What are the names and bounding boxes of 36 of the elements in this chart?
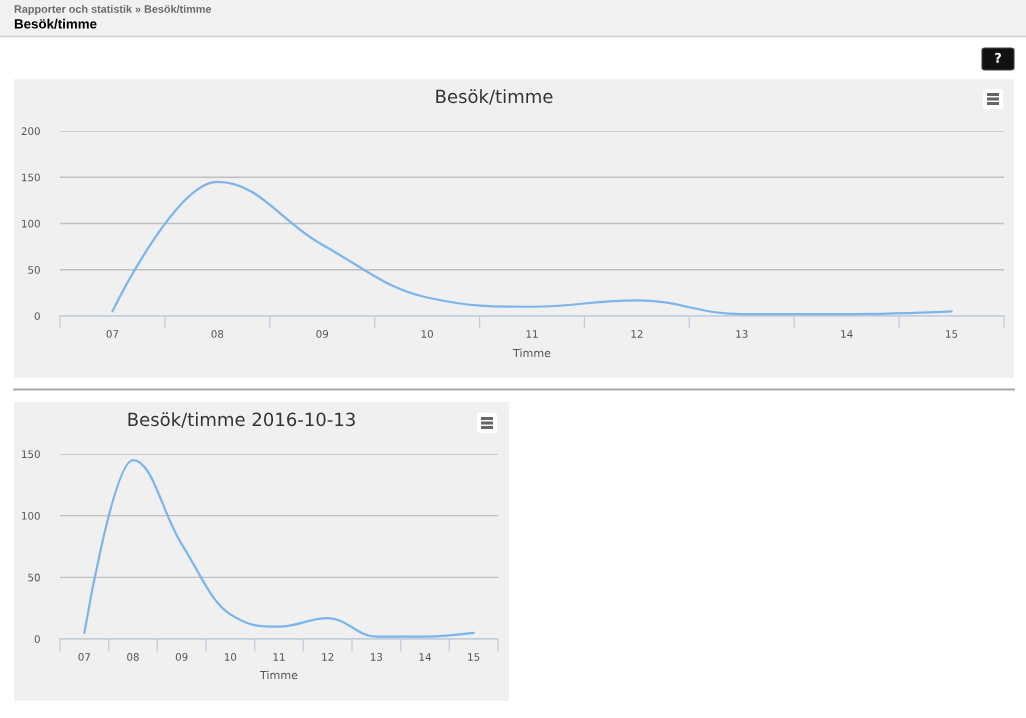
x-tick-label: 15 bbox=[468, 653, 480, 661]
x-tick-label: 14 bbox=[419, 653, 431, 661]
y-tick-label: 150 bbox=[22, 450, 40, 459]
y-tick-label: 100 bbox=[22, 219, 40, 228]
y-tick-label: 150 bbox=[22, 173, 40, 182]
x-tick-label: 09 bbox=[175, 653, 188, 661]
y-tick-label: 200 bbox=[21, 127, 40, 136]
x-tick-label: 08 bbox=[211, 330, 224, 338]
y-tick-label: 100 bbox=[22, 511, 40, 520]
x-tick-label: 13 bbox=[370, 653, 383, 661]
text: Besök/timme bbox=[14, 18, 97, 29]
y-tick-label: 50 bbox=[28, 573, 40, 582]
text: Rapporter och statistik » Besök/timme bbox=[14, 4, 212, 16]
x-axis-title: Timme bbox=[259, 670, 298, 680]
line-series bbox=[83, 459, 475, 638]
y-tick-label: 50 bbox=[28, 266, 40, 274]
x-tick-label: 07 bbox=[106, 330, 119, 338]
x-tick-label: 09 bbox=[316, 330, 329, 338]
x-tick-label: 10 bbox=[224, 653, 237, 661]
y-tick-label: 0 bbox=[34, 635, 40, 644]
chart-title: Besök/timme bbox=[436, 89, 553, 105]
x-tick-label: 15 bbox=[946, 330, 958, 338]
line-series bbox=[111, 180, 953, 316]
x-tick-label: 11 bbox=[526, 330, 538, 338]
x-tick-label: 12 bbox=[322, 653, 334, 661]
chart-title: Besök/timme 2016-10-13 bbox=[128, 412, 355, 428]
x-tick-label: 11 bbox=[273, 653, 285, 661]
x-tick-label: 08 bbox=[127, 653, 139, 661]
y-tick-label: 0 bbox=[34, 312, 40, 321]
x-tick-label: 14 bbox=[841, 330, 853, 338]
text: ? bbox=[995, 52, 1001, 63]
x-tick-label: 07 bbox=[78, 653, 90, 661]
x-tick-label: 10 bbox=[421, 330, 433, 338]
x-tick-label: 13 bbox=[736, 330, 748, 338]
x-tick-label: 12 bbox=[631, 330, 643, 338]
x-axis-title: Timme bbox=[512, 348, 551, 358]
